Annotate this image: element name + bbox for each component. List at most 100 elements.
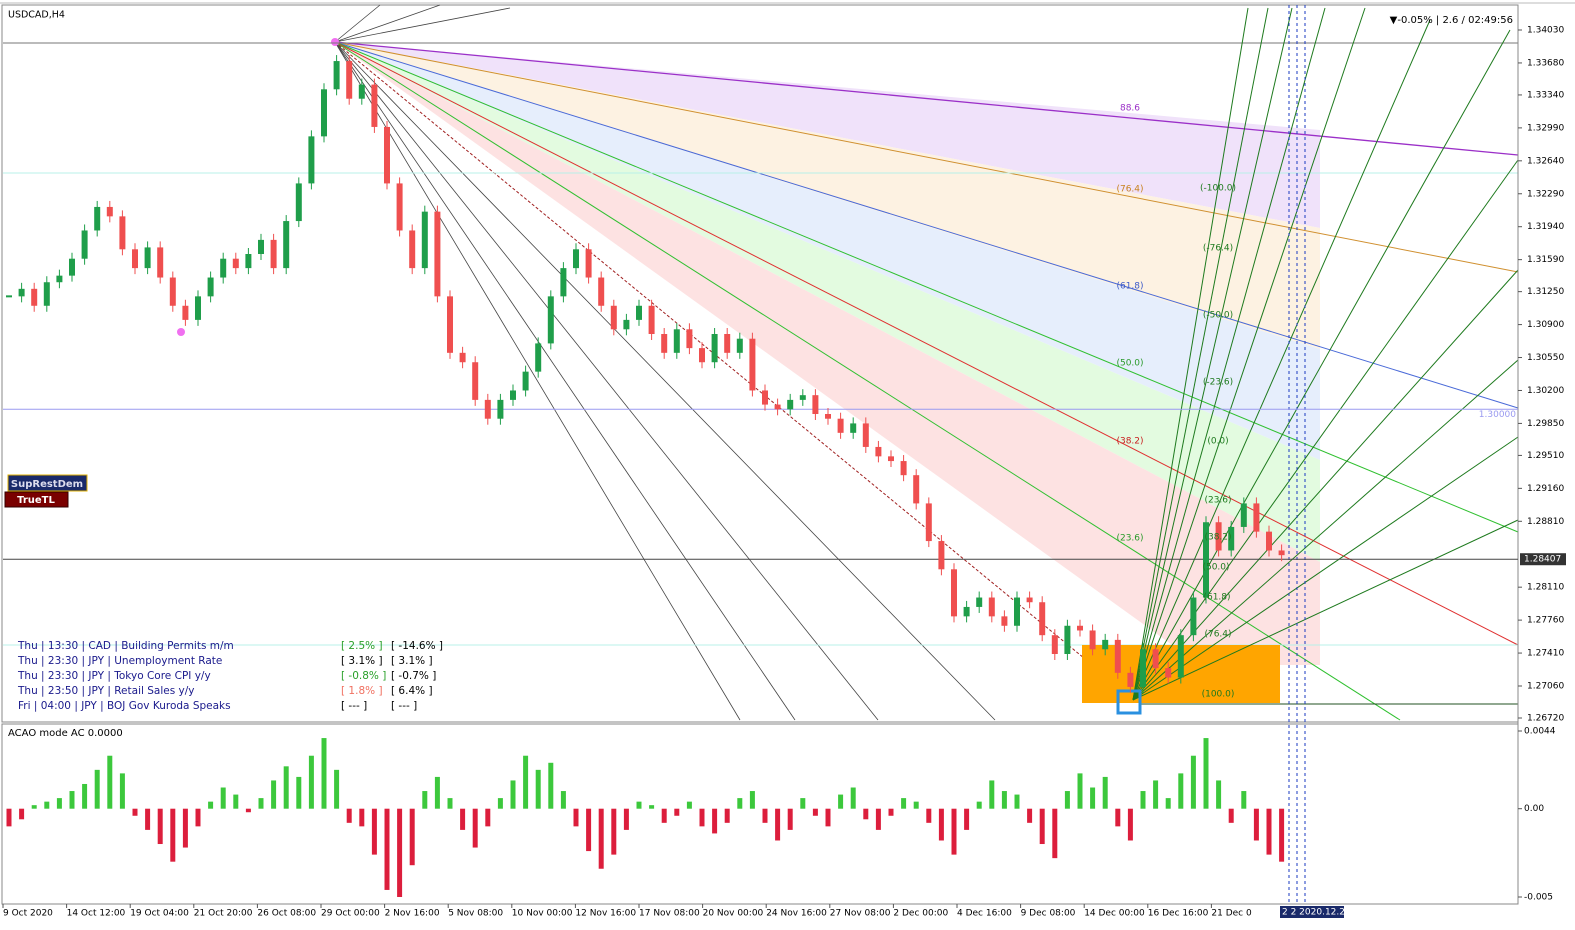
- osc-tick-label: 0.00: [1524, 804, 1544, 814]
- candle: [1253, 503, 1260, 532]
- y-tick-label: 1.34030: [1527, 26, 1564, 36]
- news-actual: [ 1.8% ]: [341, 685, 383, 697]
- candle: [295, 183, 302, 222]
- fib-label: (23.6): [1116, 534, 1143, 544]
- candle: [1266, 531, 1272, 551]
- osc-bar: [674, 808, 680, 816]
- candle: [976, 597, 983, 607]
- osc-bar: [649, 805, 655, 809]
- candle: [1127, 672, 1134, 687]
- candle: [409, 230, 416, 269]
- osc-bar: [951, 808, 957, 855]
- osc-bar: [636, 801, 642, 809]
- news-previous: [ -0.7% ]: [391, 670, 436, 682]
- candle: [1102, 639, 1109, 650]
- osc-bar: [334, 769, 340, 809]
- x-tick-label: 2 Nov 16:00: [385, 909, 440, 919]
- candle: [434, 211, 441, 297]
- osc-bar: [787, 808, 793, 830]
- candle: [535, 343, 542, 372]
- osc-bar: [976, 801, 982, 809]
- candle: [106, 206, 113, 217]
- y-tick-label: 1.27060: [1527, 682, 1564, 692]
- button-label[interactable]: SupRestDem: [11, 479, 83, 490]
- osc-bar: [434, 776, 440, 809]
- price-box: [1520, 553, 1566, 566]
- fan-line: [334, 41, 1519, 156]
- candle: [308, 136, 315, 184]
- candle: [497, 399, 504, 419]
- candle: [459, 352, 466, 363]
- candle: [610, 305, 617, 330]
- gann-label: (76.4): [1204, 630, 1231, 640]
- candle: [447, 296, 453, 353]
- gann-label: (-23.6): [1203, 378, 1233, 388]
- osc-bar: [296, 776, 302, 809]
- osc-bar: [611, 808, 617, 855]
- osc-bar: [1266, 808, 1272, 855]
- candle: [988, 597, 995, 617]
- y-tick-label: 1.32990: [1527, 123, 1564, 133]
- candle: [56, 275, 63, 283]
- gann-line: [1132, 7, 1293, 701]
- fan-line: [334, 41, 1519, 409]
- osc-bar: [157, 808, 163, 845]
- candle: [711, 334, 718, 363]
- osc-bar: [938, 808, 944, 841]
- candle: [258, 239, 264, 254]
- button-label[interactable]: TrueTL: [17, 495, 55, 506]
- osc-bar: [245, 808, 251, 813]
- osc-bar: [1178, 773, 1184, 809]
- candle: [787, 399, 794, 410]
- gann-label: (38.2): [1204, 533, 1231, 543]
- candle: [862, 423, 869, 447]
- candle: [636, 305, 642, 320]
- osc-bar: [926, 808, 932, 823]
- osc-bar: [875, 808, 881, 830]
- candle: [850, 423, 857, 433]
- indicator-title: ACAO mode AC 0.0000: [8, 728, 123, 739]
- osc-bar: [737, 798, 743, 809]
- candle: [623, 319, 630, 330]
- fan-line: [334, 4, 381, 43]
- news-actual: [ 2.5% ]: [341, 640, 383, 652]
- button[interactable]: [4, 491, 69, 508]
- candle: [270, 239, 277, 269]
- candle: [472, 362, 479, 400]
- osc-bar: [623, 808, 629, 830]
- candle: [1215, 522, 1222, 551]
- gann-label: (23.6): [1204, 496, 1231, 506]
- candle: [837, 418, 844, 433]
- candle: [560, 268, 567, 297]
- fan-line: [334, 4, 441, 43]
- osc-bar: [384, 808, 390, 890]
- candle: [132, 249, 138, 269]
- osc-bar: [1153, 780, 1159, 809]
- candle: [321, 89, 327, 137]
- buttons[interactable]: SupRestDem TrueTL: [4, 474, 88, 508]
- news-previous: [ 3.1% ]: [391, 655, 433, 667]
- candle: [346, 61, 353, 99]
- candle: [1026, 597, 1033, 603]
- osc-bar: [271, 780, 277, 809]
- osc-bar: [989, 780, 995, 809]
- osc-bar: [220, 787, 226, 809]
- osc-bar: [107, 755, 113, 809]
- osc-bar: [346, 808, 352, 823]
- candle: [1077, 625, 1083, 631]
- osc-bar: [598, 808, 604, 869]
- y-tick-label: 1.31940: [1527, 222, 1564, 232]
- button[interactable]: [7, 474, 88, 492]
- candle: [157, 247, 164, 278]
- y-tick-label: 1.31250: [1527, 287, 1564, 297]
- candle: [1152, 649, 1159, 669]
- x-tick-label: 29 Oct 00:00: [321, 909, 380, 919]
- osc-bar: [308, 755, 314, 809]
- candle: [69, 258, 75, 276]
- y-tick-label: 1.30550: [1527, 353, 1564, 363]
- gann-line: [1132, 159, 1519, 701]
- x-tick-label: 19 Oct 04:00: [130, 909, 189, 919]
- candle: [484, 399, 491, 419]
- fan-line: [334, 41, 796, 721]
